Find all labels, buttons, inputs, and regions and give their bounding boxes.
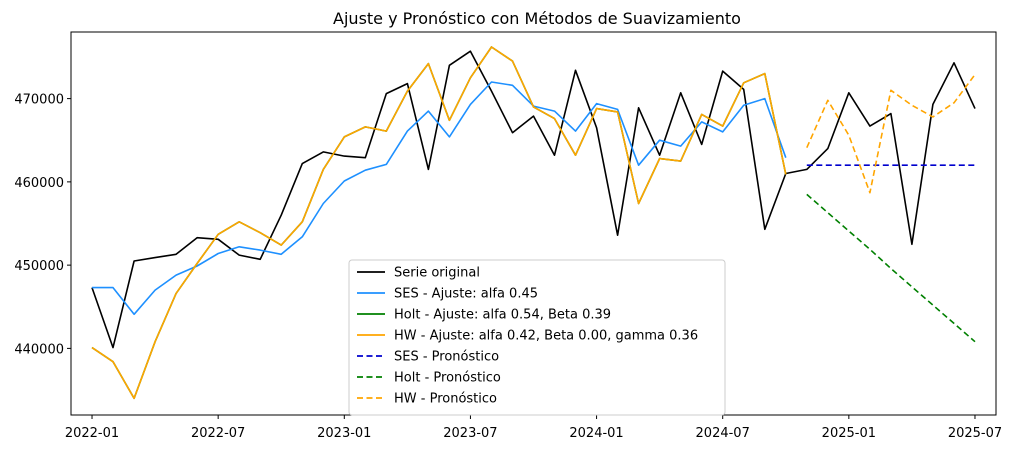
y-tick-label: 440000 (14, 342, 64, 357)
series-line-6 (806, 74, 976, 194)
legend-label: SES - Pronóstico (394, 350, 499, 365)
legend-label: SES - Ajuste: alfa 0.45 (394, 287, 538, 302)
y-tick-label: 450000 (14, 259, 64, 274)
series-line-5 (806, 193, 976, 343)
legend-label: HW - Pronóstico (394, 392, 497, 407)
x-tick-label: 2024-01 (569, 426, 623, 441)
x-tick-label: 2024-07 (696, 426, 750, 441)
legend-box (348, 259, 726, 416)
series-layer (91, 46, 976, 400)
series-line-3 (91, 46, 787, 400)
series-line-1 (92, 81, 787, 316)
legend: Serie original SES - Ajuste: alfa 0.45 Hol… (348, 259, 726, 416)
y-axis: 440000 450000 460000 470000 (14, 93, 71, 357)
series-line-0 (91, 50, 976, 349)
x-tick-label: 2025-07 (948, 426, 1002, 441)
legend-label: Holt - Pronóstico (394, 371, 501, 386)
legend-label: HW - Ajuste: alfa 0.42, Beta 0.00, gamma… (394, 329, 698, 344)
y-tick-label: 470000 (14, 93, 64, 108)
legend-label: Serie original (394, 266, 480, 281)
y-tick-label: 460000 (14, 176, 64, 191)
x-tick-label: 2023-07 (443, 426, 497, 441)
chart-title: Ajuste y Pronóstico con Métodos de Suavi… (333, 9, 741, 28)
x-tick-label: 2022-01 (65, 426, 119, 441)
x-tick-label: 2023-01 (317, 426, 371, 441)
x-axis: 2022-01 2022-07 2023-01 2023-07 2024-01 2024-… (65, 415, 1002, 441)
legend-label: Holt - Ajuste: alfa 0.54, Beta 0.39 (394, 308, 611, 323)
x-tick-label: 2025-01 (822, 426, 876, 441)
x-tick-label: 2022-07 (191, 426, 245, 441)
